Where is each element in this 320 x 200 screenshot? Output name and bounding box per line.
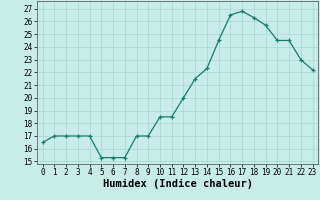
X-axis label: Humidex (Indice chaleur): Humidex (Indice chaleur) — [103, 179, 252, 189]
